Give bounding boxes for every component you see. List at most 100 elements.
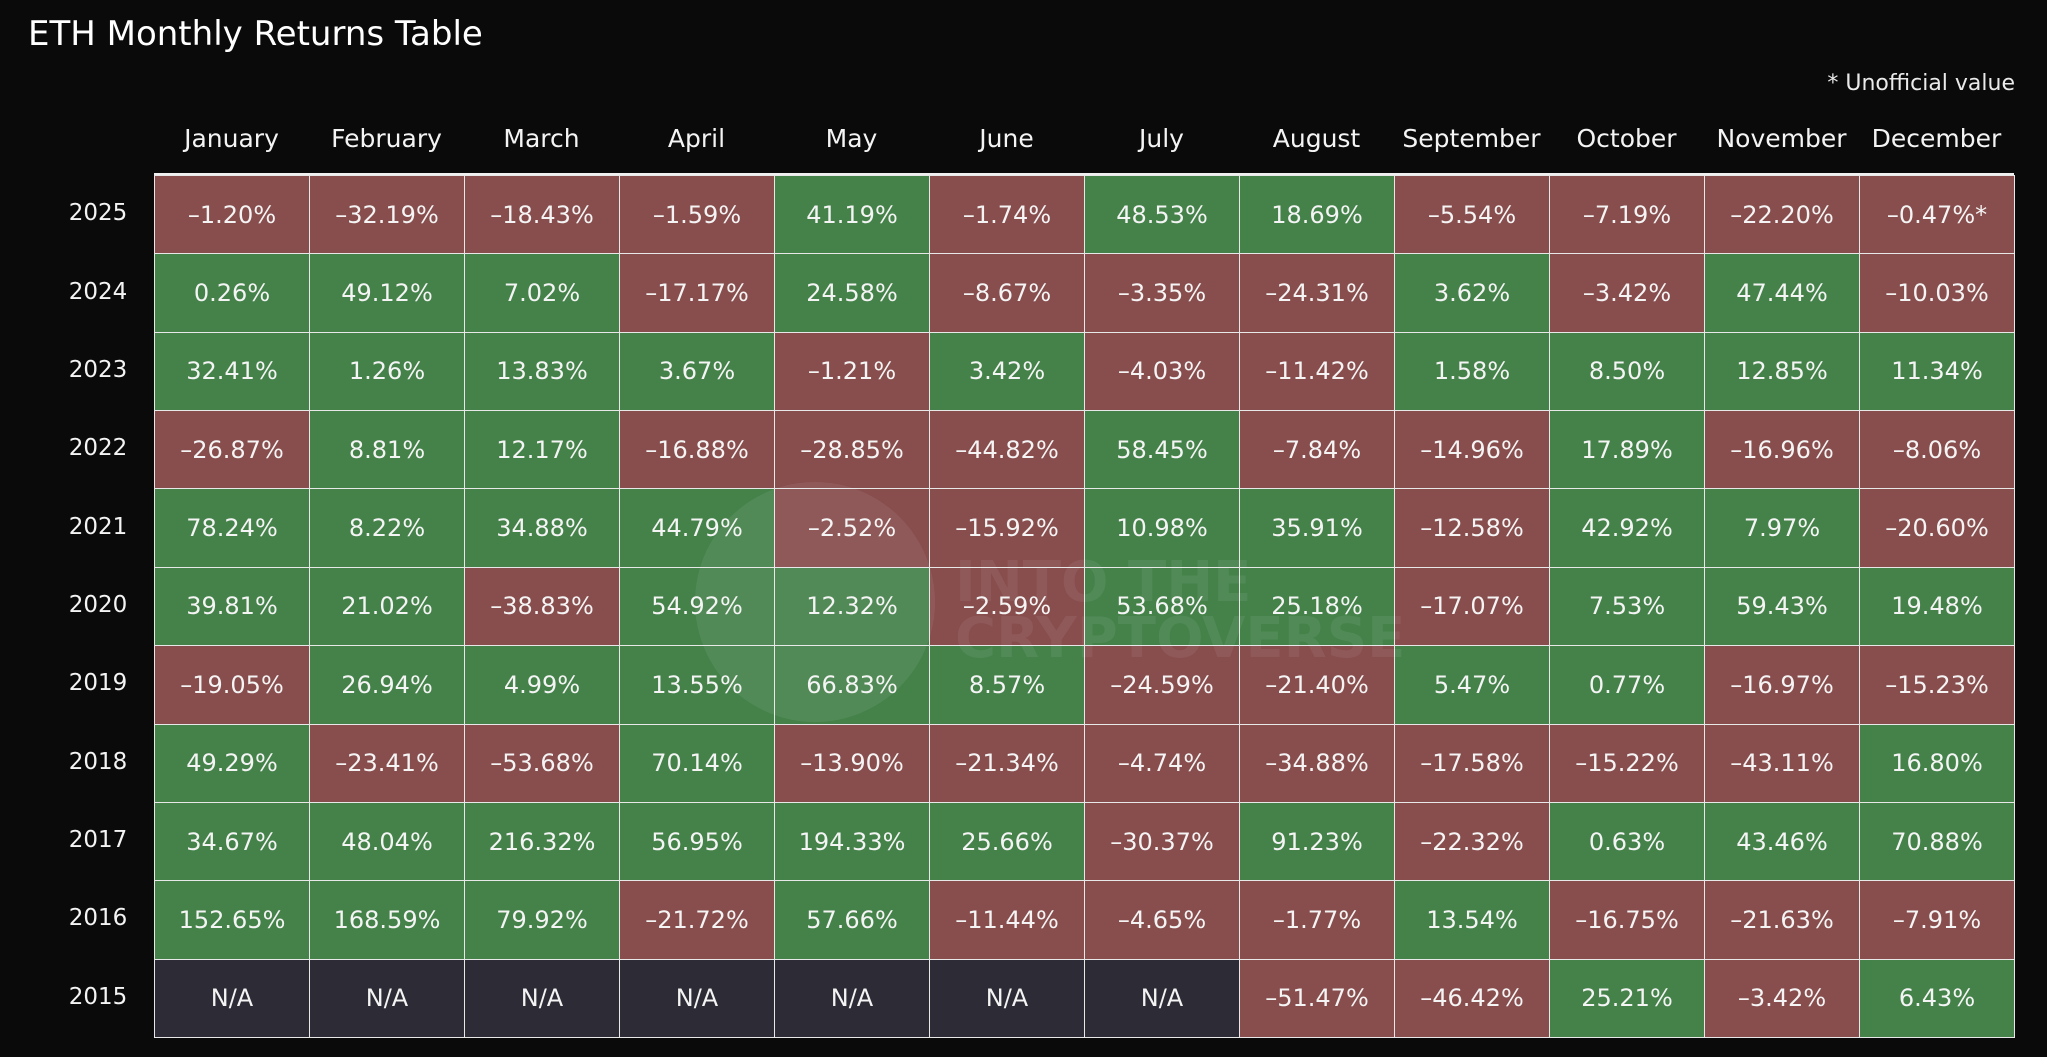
return-cell: 3.67% [619, 331, 775, 412]
return-cell: 152.65% [154, 880, 310, 960]
return-cell: –28.85% [774, 410, 930, 490]
return-cell: 25.21% [1549, 958, 1705, 1038]
return-cell: –22.20% [1704, 175, 1860, 255]
column-header: February [331, 124, 442, 153]
return-cell: N/A [774, 958, 930, 1038]
return-cell: –0.47%* [1859, 175, 2015, 255]
return-cell: –19.05% [154, 645, 310, 725]
return-cell: 12.32% [774, 566, 930, 647]
return-cell: –44.82% [929, 410, 1085, 490]
return-cell: 3.62% [1394, 253, 1550, 333]
return-cell: 6.43% [1859, 958, 2015, 1038]
header-rule [154, 173, 2014, 176]
column-header: August [1272, 124, 1361, 153]
return-cell: –8.67% [929, 253, 1085, 333]
return-cell: 8.81% [309, 410, 465, 490]
return-cell: 13.54% [1394, 880, 1550, 960]
return-cell: –32.19% [309, 175, 465, 255]
row-year: 2016 [68, 905, 128, 932]
return-cell: –1.77% [1239, 880, 1395, 960]
column-header: September [1402, 124, 1541, 153]
return-cell: –4.65% [1084, 880, 1240, 960]
return-cell: 54.92% [619, 566, 775, 647]
return-cell: 8.50% [1549, 331, 1705, 412]
return-cell: –5.54% [1394, 175, 1550, 255]
return-cell: –20.60% [1859, 488, 2015, 568]
column-header: November [1716, 124, 1847, 153]
return-cell: 58.45% [1084, 410, 1240, 490]
return-cell: –17.07% [1394, 566, 1550, 647]
return-cell: –7.91% [1859, 880, 2015, 960]
return-cell: 7.97% [1704, 488, 1860, 568]
return-cell: –8.06% [1859, 410, 2015, 490]
return-cell: –4.74% [1084, 723, 1240, 803]
return-cell: –24.31% [1239, 253, 1395, 333]
return-cell: –1.21% [774, 331, 930, 412]
row-year: 2019 [68, 670, 128, 697]
return-cell: –1.20% [154, 175, 310, 255]
return-cell: 53.68% [1084, 566, 1240, 647]
return-cell: –3.42% [1704, 958, 1860, 1038]
return-cell: –34.88% [1239, 723, 1395, 803]
column-header: March [503, 124, 580, 153]
return-cell: –38.83% [464, 566, 620, 647]
note: * Unofficial value [1827, 71, 2015, 96]
return-cell: –18.43% [464, 175, 620, 255]
return-cell: 0.63% [1549, 801, 1705, 882]
return-cell: –53.68% [464, 723, 620, 803]
return-cell: 48.53% [1084, 175, 1240, 255]
return-cell: 13.55% [619, 645, 775, 725]
return-cell: –2.59% [929, 566, 1085, 647]
return-cell: 8.22% [309, 488, 465, 568]
return-cell: 10.98% [1084, 488, 1240, 568]
column-header: April [667, 124, 726, 153]
return-cell: 39.81% [154, 566, 310, 647]
return-cell: 0.77% [1549, 645, 1705, 725]
row-year: 2017 [68, 827, 128, 854]
return-cell: 13.83% [464, 331, 620, 412]
return-cell: –21.40% [1239, 645, 1395, 725]
return-cell: 12.17% [464, 410, 620, 490]
return-cell: 1.26% [309, 331, 465, 412]
title: ETH Monthly Returns Table [28, 14, 483, 54]
return-cell: –21.72% [619, 880, 775, 960]
row-year: 2022 [68, 435, 128, 462]
return-cell: –2.52% [774, 488, 930, 568]
row-year: 2023 [68, 356, 128, 383]
return-cell: –17.17% [619, 253, 775, 333]
return-cell: 66.83% [774, 645, 930, 725]
return-cell: 41.19% [774, 175, 930, 255]
return-cell: N/A [464, 958, 620, 1038]
return-cell: –51.47% [1239, 958, 1395, 1038]
return-cell: 48.04% [309, 801, 465, 882]
return-cell: 11.34% [1859, 331, 2015, 412]
return-cell: –15.92% [929, 488, 1085, 568]
return-cell: –1.74% [929, 175, 1085, 255]
row-year: 2025 [68, 200, 128, 227]
return-cell: N/A [1084, 958, 1240, 1038]
return-cell: 7.02% [464, 253, 620, 333]
row-year: 2024 [68, 278, 128, 305]
return-cell: –15.23% [1859, 645, 2015, 725]
return-cell: 0.26% [154, 253, 310, 333]
column-header: May [825, 124, 878, 153]
return-cell: 12.85% [1704, 331, 1860, 412]
return-cell: –16.96% [1704, 410, 1860, 490]
return-cell: 26.94% [309, 645, 465, 725]
row-year: 2015 [68, 983, 128, 1010]
return-cell: –43.11% [1704, 723, 1860, 803]
return-cell: 3.42% [929, 331, 1085, 412]
column-header: January [184, 124, 279, 153]
return-cell: 44.79% [619, 488, 775, 568]
return-cell: 49.12% [309, 253, 465, 333]
return-cell: 216.32% [464, 801, 620, 882]
return-cell: N/A [154, 958, 310, 1038]
return-cell: –3.42% [1549, 253, 1705, 333]
return-cell: N/A [309, 958, 465, 1038]
return-cell: 21.02% [309, 566, 465, 647]
row-year: 2020 [68, 592, 128, 618]
return-cell: 17.89% [1549, 410, 1705, 490]
return-cell: 24.58% [774, 253, 930, 333]
return-cell: 70.88% [1859, 801, 2015, 882]
return-cell: –3.35% [1084, 253, 1240, 333]
